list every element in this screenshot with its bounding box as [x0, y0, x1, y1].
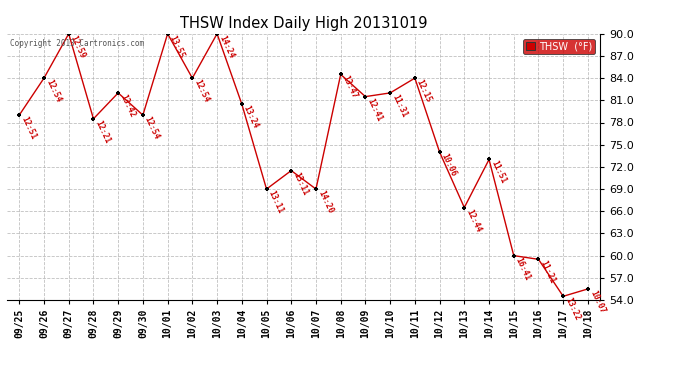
- Point: [558, 293, 569, 299]
- Point: [261, 186, 272, 192]
- Text: 13:42: 13:42: [118, 93, 137, 119]
- Point: [335, 71, 346, 77]
- Point: [137, 112, 148, 118]
- Text: 13:24: 13:24: [241, 104, 260, 130]
- Point: [286, 168, 297, 174]
- Text: Copyright 2013 Cartronics.com: Copyright 2013 Cartronics.com: [10, 39, 144, 48]
- Point: [112, 90, 124, 96]
- Text: 12:21: 12:21: [93, 119, 112, 145]
- Text: 12:54: 12:54: [44, 78, 63, 104]
- Point: [212, 31, 223, 37]
- Point: [484, 156, 495, 162]
- Point: [39, 75, 50, 81]
- Point: [384, 90, 395, 96]
- Point: [14, 112, 25, 118]
- Text: 13:47: 13:47: [341, 74, 359, 100]
- Text: 16:41: 16:41: [514, 256, 532, 282]
- Text: 11:31: 11:31: [390, 93, 408, 119]
- Point: [533, 256, 544, 262]
- Point: [310, 186, 322, 192]
- Text: 13:11: 13:11: [291, 171, 310, 196]
- Text: 10:06: 10:06: [440, 152, 458, 178]
- Text: 11:51: 11:51: [489, 159, 508, 185]
- Text: 11:21: 11:21: [538, 260, 557, 285]
- Text: 12:51: 12:51: [19, 115, 38, 141]
- Text: 14:20: 14:20: [316, 189, 335, 215]
- Text: 12:54: 12:54: [193, 78, 211, 104]
- Point: [360, 94, 371, 100]
- Text: 12:41: 12:41: [366, 97, 384, 123]
- Text: 12:44: 12:44: [464, 207, 483, 234]
- Point: [582, 286, 593, 292]
- Text: 13:22: 13:22: [563, 296, 582, 322]
- Point: [434, 149, 445, 155]
- Text: 14:24: 14:24: [217, 34, 235, 60]
- Point: [236, 101, 247, 107]
- Point: [162, 31, 173, 37]
- Text: 13:55: 13:55: [168, 34, 186, 60]
- Point: [187, 75, 198, 81]
- Text: 12:54: 12:54: [143, 115, 161, 141]
- Legend: THSW  (°F): THSW (°F): [523, 39, 595, 54]
- Text: 13:11: 13:11: [266, 189, 285, 215]
- Point: [459, 204, 470, 210]
- Text: 10:07: 10:07: [588, 289, 607, 315]
- Text: 12:59: 12:59: [69, 34, 87, 60]
- Point: [88, 116, 99, 122]
- Text: 12:15: 12:15: [415, 78, 433, 104]
- Point: [63, 31, 75, 37]
- Title: THSW Index Daily High 20131019: THSW Index Daily High 20131019: [180, 16, 427, 31]
- Point: [509, 253, 520, 259]
- Point: [409, 75, 420, 81]
